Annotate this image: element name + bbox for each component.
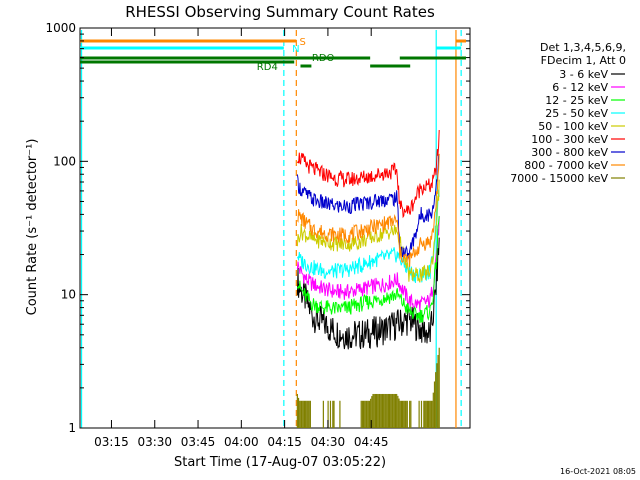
x-tick-label: 03:45	[181, 435, 216, 449]
flag-label-rdo: RDO	[312, 53, 335, 64]
legend: Det 1,3,4,5,6,9,FDecim 1, Att 03 - 6 keV…	[510, 41, 626, 185]
series-line-800-7000-kev	[296, 153, 440, 268]
legend-label: 50 - 100 keV	[538, 120, 608, 133]
legend-label: 100 - 300 keV	[531, 133, 608, 146]
y-tick-label: 1	[68, 421, 76, 435]
series-line-300-800-kev	[296, 154, 440, 260]
legend-label: 300 - 800 keV	[531, 146, 608, 159]
plot-area	[79, 27, 471, 429]
x-tick-label: 04:00	[224, 435, 259, 449]
legend-header-line: FDecim 1, Att 0	[541, 54, 626, 67]
chart-marks: SN RDO RD4	[80, 30, 466, 428]
series-line-100-300-kev	[296, 129, 440, 219]
legend-label: 6 - 12 keV	[552, 81, 608, 94]
legend-label: 3 - 6 keV	[559, 68, 608, 81]
x-tick-label: 04:30	[311, 435, 346, 449]
series-line-12-25-kev	[296, 215, 440, 324]
series-line-6-12-kev	[296, 216, 440, 312]
series-line-25-50-kev	[296, 189, 440, 284]
legend-label: 7000 - 15000 keV	[510, 172, 608, 185]
y-axis-label: Count Rate (s⁻¹ detector⁻¹)	[25, 139, 40, 316]
legend-label: 25 - 50 keV	[545, 107, 608, 120]
flag-label-rd4: RD4	[257, 62, 278, 73]
x-axis-label: Start Time (17-Aug-07 03:05:22)	[174, 455, 386, 470]
legend-header-line: Det 1,3,4,5,6,9,	[540, 41, 626, 54]
y-tick-label: 10	[61, 288, 76, 302]
flag-label-s: S	[299, 37, 305, 48]
chart-axes: 1 10 100 1000 03:15 03:30 03:45 04:00 04:15 04:30…	[45, 21, 470, 449]
x-tick-label: 03:30	[137, 435, 172, 449]
chart-title: RHESSI Observing Summary Count Rates	[125, 3, 435, 21]
plot-frame	[79, 27, 471, 429]
flag-label-n: N	[292, 44, 299, 55]
series-line-3-6-kev	[296, 237, 440, 350]
footer-timestamp: 16-Oct-2021 08:05	[560, 467, 636, 476]
x-tick-label: 04:45	[354, 435, 389, 449]
legend-label: 12 - 25 keV	[545, 94, 608, 107]
legend-label: 800 - 7000 keV	[524, 159, 608, 172]
y-tick-label: 1000	[45, 21, 76, 35]
x-tick-label: 03:15	[94, 435, 129, 449]
x-tick-label: 04:15	[267, 435, 302, 449]
y-tick-label: 100	[53, 154, 76, 168]
